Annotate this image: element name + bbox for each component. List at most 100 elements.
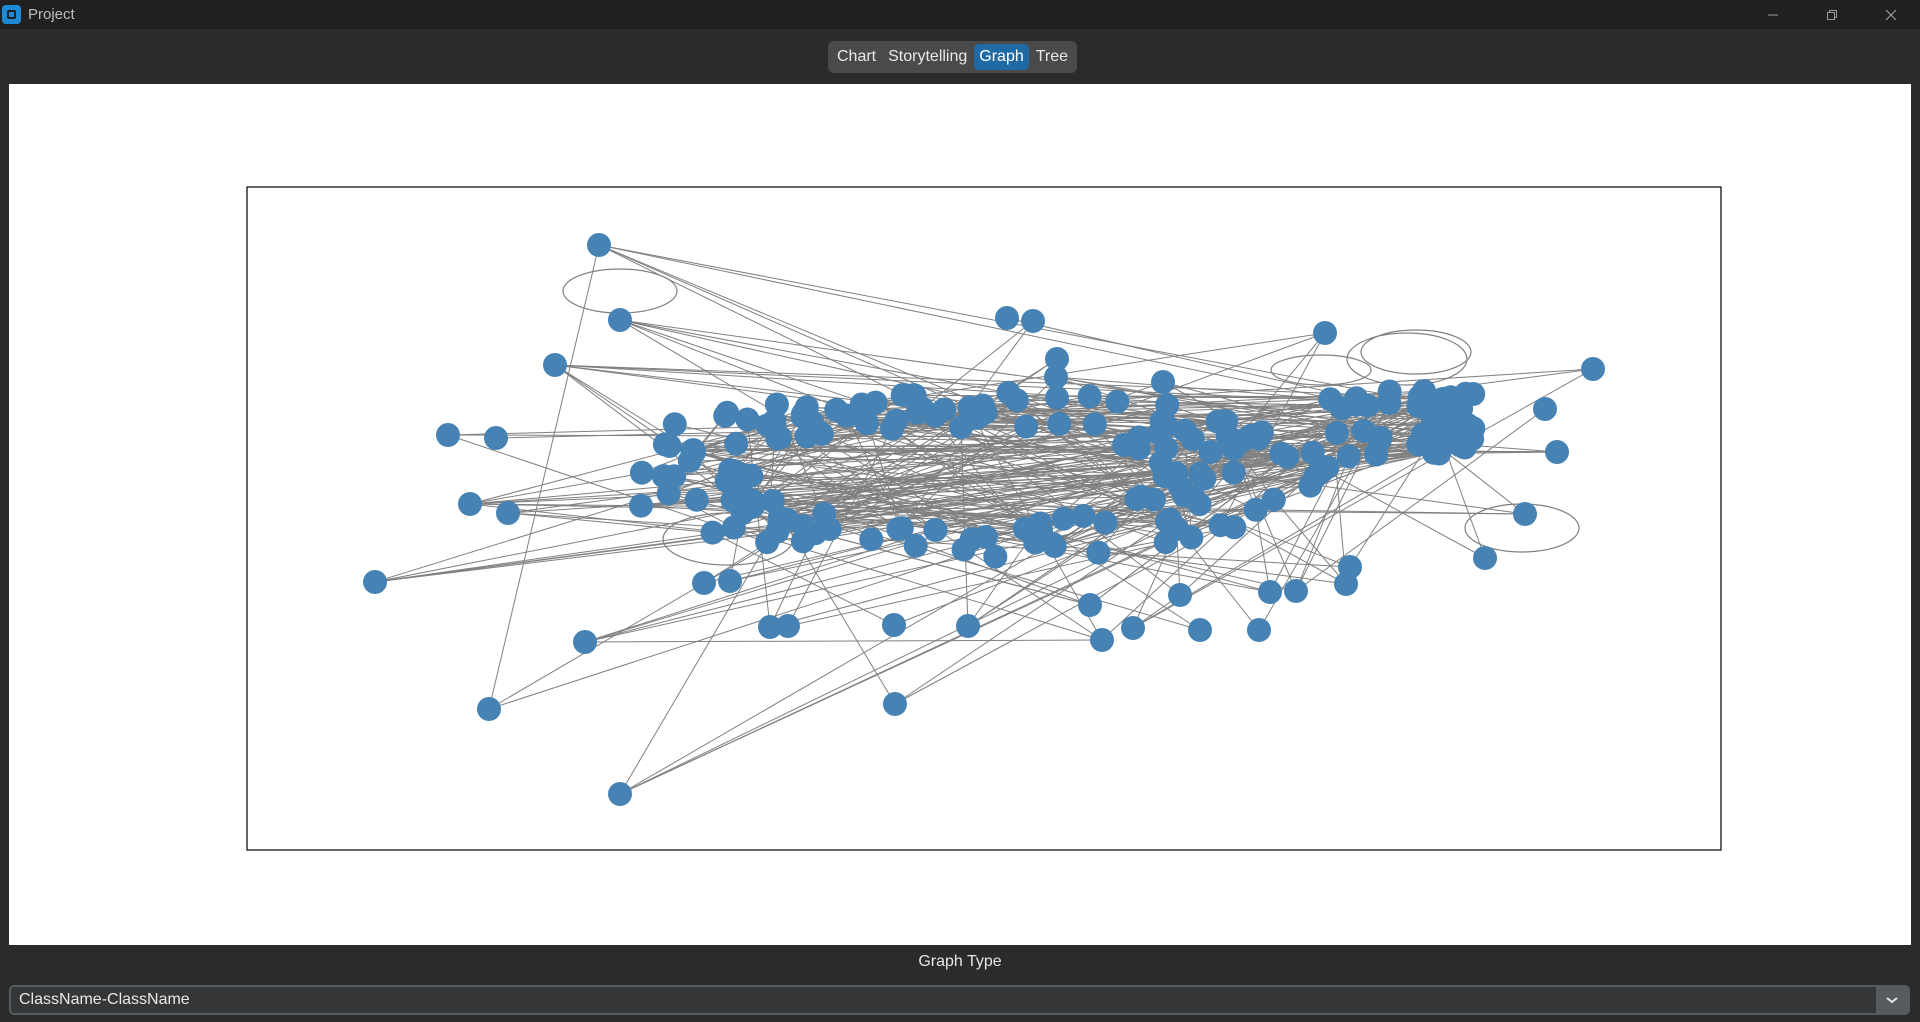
minimize-button[interactable]: [1743, 0, 1802, 29]
graph-node: [1300, 440, 1325, 465]
graph-node: [684, 487, 709, 512]
graph-node: [484, 426, 508, 450]
graph-node: [959, 527, 984, 552]
tab-bar-area: Chart Storytelling Graph Tree: [0, 29, 1920, 83]
graph-edge: [967, 486, 1181, 627]
graph-type-dropdown[interactable]: ClassName-ClassName: [9, 985, 1910, 1015]
graph-edge: [554, 364, 1390, 404]
graph-node: [956, 614, 980, 638]
graph-edge: [802, 393, 1474, 542]
graph-node: [1513, 502, 1537, 526]
graph-node: [477, 697, 501, 721]
graph-node: [970, 393, 995, 418]
graph-node: [729, 493, 754, 518]
graph-self-loop: [1270, 354, 1372, 386]
graph-edge: [619, 522, 780, 795]
minimize-icon: [1767, 14, 1778, 15]
graph-edge: [488, 244, 600, 710]
graph-node: [608, 782, 632, 806]
graph-node: [1124, 486, 1149, 511]
graph-node: [1581, 357, 1605, 381]
graph-node: [608, 308, 632, 332]
graph-edge: [1255, 509, 1271, 593]
graph-node: [1188, 618, 1212, 642]
graph-node: [1051, 506, 1076, 531]
graph-node: [859, 527, 884, 552]
graph-node: [1258, 580, 1282, 604]
graph-node: [812, 501, 837, 526]
graph-edge: [968, 320, 1034, 408]
graph-edge: [846, 415, 903, 529]
graph-node: [1269, 441, 1294, 466]
title-bar: Project: [0, 0, 1920, 29]
graph-type-label: Graph Type: [918, 953, 1002, 970]
graph-node: [855, 411, 879, 436]
graph-node: [1261, 487, 1286, 512]
graph-edge: [554, 364, 742, 506]
graph-node: [1222, 515, 1247, 540]
graph-node: [1086, 540, 1111, 565]
graph-node: [886, 516, 911, 541]
graph-node: [587, 233, 611, 257]
graph-node: [863, 390, 888, 415]
graph-node: [677, 448, 702, 473]
app-logo-icon: [2, 5, 21, 24]
graph-edge: [488, 399, 1018, 710]
tab-graph[interactable]: Graph: [974, 44, 1029, 70]
graph-node: [1105, 389, 1130, 414]
graph-node: [1377, 379, 1402, 404]
graph-node: [629, 460, 654, 485]
graph-node: [1014, 414, 1039, 439]
graph-nodes: [363, 233, 1605, 806]
graph-edge: [663, 396, 1451, 477]
graph-node: [1012, 516, 1037, 541]
graph-node: [1121, 616, 1145, 640]
graph-edge: [967, 499, 1155, 627]
graph-node: [755, 530, 780, 555]
graph-node: [1334, 572, 1358, 596]
graph-node: [713, 403, 738, 428]
graph-node: [573, 630, 597, 654]
graph-node: [1447, 433, 1472, 458]
graph-node: [1044, 365, 1068, 389]
graph-node: [1041, 532, 1066, 557]
graph-edge: [693, 452, 1154, 501]
graph-node: [1284, 579, 1308, 603]
graph-node: [1426, 388, 1450, 413]
graph-node: [1045, 347, 1069, 371]
graph-node: [724, 460, 749, 485]
graph-node: [1545, 440, 1569, 464]
graph-node: [700, 520, 725, 545]
close-button[interactable]: [1861, 0, 1920, 29]
graph-node: [1198, 440, 1223, 464]
graph-node: [1215, 424, 1240, 448]
graph-edge: [469, 424, 768, 505]
graph-node: [1112, 433, 1137, 457]
graph-node: [1473, 546, 1497, 570]
graph-node: [1351, 418, 1376, 443]
tab-tree[interactable]: Tree: [1035, 48, 1069, 65]
graph-node: [764, 392, 789, 417]
tab-storytelling[interactable]: Storytelling: [888, 48, 968, 65]
tab-chart[interactable]: Chart: [837, 48, 877, 65]
graph-node: [1461, 382, 1486, 406]
graph-edge: [584, 452, 1435, 643]
graph-edge: [1269, 405, 1369, 593]
restore-button[interactable]: [1802, 0, 1861, 29]
graph-edge: [921, 320, 1034, 409]
graph-edge: [1055, 376, 1331, 400]
graph-node: [949, 415, 974, 440]
plot-frame: [246, 186, 1722, 851]
graph-node: [882, 613, 906, 637]
graph-plot-panel: [9, 84, 1911, 945]
graph-node: [1151, 370, 1175, 394]
graph-node: [662, 464, 687, 489]
graph-node: [1324, 420, 1349, 445]
graph-node: [884, 408, 909, 433]
graph-node: [458, 492, 482, 516]
dropdown-arrow-button[interactable]: [1876, 987, 1908, 1013]
graph-node: [1154, 413, 1179, 438]
graph-node: [983, 544, 1008, 569]
graph-node: [629, 493, 653, 518]
graph-node: [923, 518, 948, 542]
